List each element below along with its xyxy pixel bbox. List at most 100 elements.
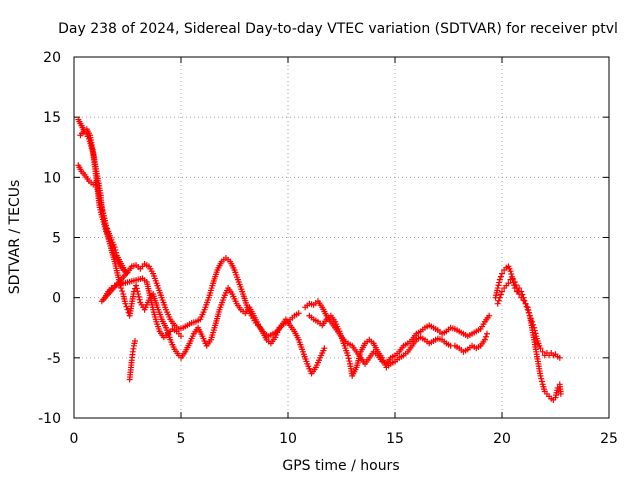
data-point <box>507 268 514 275</box>
plot-area <box>75 116 564 403</box>
y-tick-label: 0 <box>52 291 61 307</box>
data-series <box>494 275 563 361</box>
x-axis-label: GPS time / hours <box>282 458 399 474</box>
y-tick-label: 5 <box>52 231 61 247</box>
data-point <box>524 304 531 311</box>
data-point <box>515 288 522 295</box>
data-point <box>481 336 488 343</box>
data-point <box>530 321 537 328</box>
data-point <box>113 249 120 256</box>
data-point <box>131 337 138 344</box>
y-tick-label: -5 <box>47 351 61 367</box>
data-point <box>295 310 302 317</box>
data-point <box>519 291 526 298</box>
data-point <box>136 296 143 303</box>
data-point <box>539 348 546 355</box>
data-point <box>531 324 538 331</box>
data-point <box>495 282 502 289</box>
y-tick-label: -10 <box>38 411 61 427</box>
x-tick-label: 10 <box>279 431 297 447</box>
data-point <box>494 285 501 292</box>
data-point <box>513 285 520 292</box>
data-point <box>531 327 538 334</box>
data-point <box>528 318 535 325</box>
data-point <box>499 270 505 277</box>
data-point <box>537 345 544 352</box>
data-point <box>497 273 504 280</box>
y-axis-label: SDTVAR / TECUs <box>7 180 23 295</box>
data-point <box>321 345 328 352</box>
data-point <box>108 285 115 292</box>
data-point <box>100 210 107 217</box>
data-point <box>509 275 516 282</box>
data-point <box>537 372 544 379</box>
data-point <box>344 352 351 359</box>
data-point <box>119 288 126 295</box>
data-series <box>126 337 138 383</box>
data-point <box>123 303 130 310</box>
data-point <box>494 300 501 307</box>
data-point <box>521 297 528 304</box>
y-tick-label: 10 <box>43 170 61 186</box>
data-point <box>133 285 140 292</box>
data-point <box>122 300 129 307</box>
data-point <box>135 291 142 298</box>
data-point <box>486 312 493 319</box>
x-tick-label: 25 <box>600 431 618 447</box>
chart-title: Day 238 of 2024, Sidereal Day-to-day VTE… <box>58 21 618 37</box>
data-point <box>104 225 111 232</box>
data-point <box>135 293 142 300</box>
data-point <box>556 354 563 361</box>
data-point <box>526 309 533 316</box>
data-point <box>538 378 545 385</box>
data-point <box>112 246 119 253</box>
data-point <box>523 303 530 310</box>
data-point <box>103 222 110 229</box>
data-point <box>124 306 131 313</box>
data-point <box>497 291 504 298</box>
data-series <box>306 312 491 379</box>
data-point <box>482 333 489 340</box>
data-point <box>99 207 106 214</box>
data-point <box>92 179 99 186</box>
data-point <box>522 300 529 307</box>
x-tick-label: 5 <box>177 431 186 447</box>
data-point <box>495 297 502 304</box>
data-series <box>77 126 184 341</box>
data-series <box>75 162 302 361</box>
data-point <box>508 271 515 278</box>
data-point <box>496 294 503 301</box>
axis-ticks: 0 5 10 15 20 25 -10 -5 0 5 10 15 20 <box>38 50 618 447</box>
data-point <box>499 288 505 295</box>
x-tick-label: 20 <box>493 431 511 447</box>
grid <box>74 57 609 418</box>
data-point <box>520 297 527 304</box>
data-point <box>538 375 545 382</box>
data-point <box>484 330 491 337</box>
x-tick-label: 15 <box>386 431 404 447</box>
data-point <box>134 288 141 295</box>
data-series <box>492 263 564 403</box>
data-point <box>111 244 118 251</box>
data-point <box>178 333 184 340</box>
data-point <box>133 282 140 289</box>
y-tick-label: 20 <box>43 50 61 66</box>
data-point <box>532 330 539 337</box>
data-point <box>527 315 534 322</box>
data-point <box>516 291 523 298</box>
data-series <box>302 298 493 367</box>
data-point <box>496 279 503 286</box>
data-point <box>512 282 519 289</box>
x-tick-label: 0 <box>70 431 79 447</box>
data-point <box>557 390 564 397</box>
data-point <box>346 358 353 365</box>
data-point <box>345 355 352 362</box>
y-tick-label: 15 <box>43 110 61 126</box>
data-point <box>98 204 105 211</box>
data-point <box>505 280 512 287</box>
data-point <box>526 312 533 319</box>
data-point <box>511 279 518 286</box>
data-point <box>496 276 503 283</box>
data-point <box>525 307 532 314</box>
